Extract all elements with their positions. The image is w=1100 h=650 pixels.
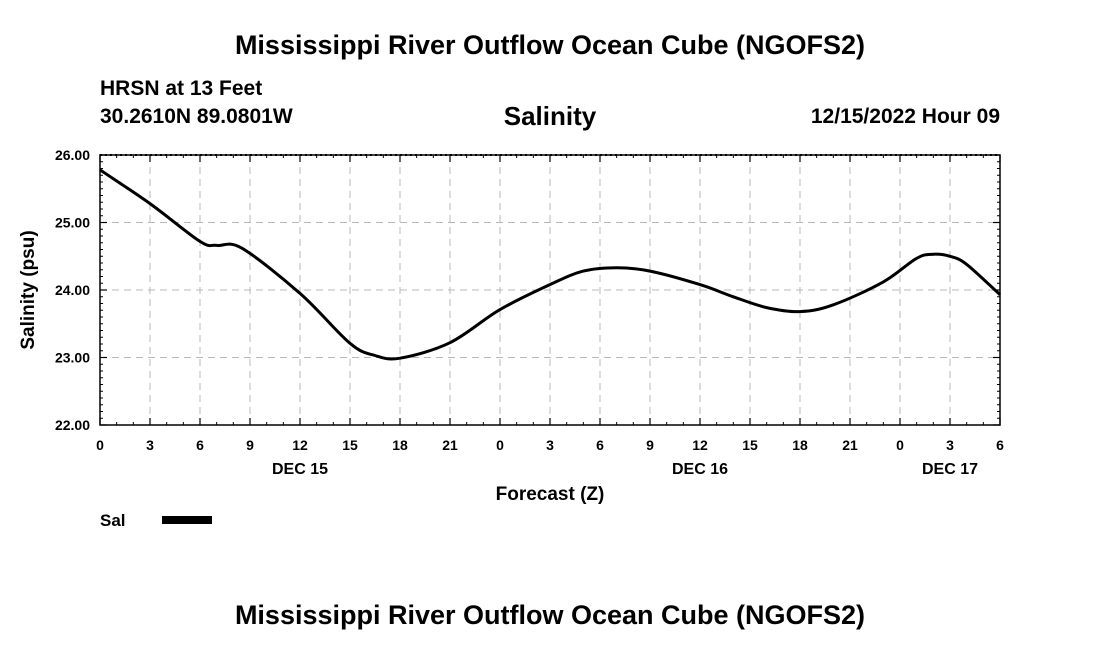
station-coordinates: 30.2610N 89.0801W xyxy=(100,105,293,128)
y-tick-label: 26.00 xyxy=(55,147,90,163)
x-tick-label: 3 xyxy=(146,437,154,453)
y-axis-label: Salinity (psu) xyxy=(18,230,39,349)
grid xyxy=(100,155,1000,425)
legend-swatch xyxy=(162,516,212,524)
day-label: DEC 16 xyxy=(672,461,728,478)
x-tick-label: 0 xyxy=(496,437,504,453)
x-tick-label: 9 xyxy=(646,437,654,453)
tick-labels: 0 3 6 9 12 15 18 21 0 3 6 9 12 15 18 21 0 3 6 22.00 23.00 24.… xyxy=(55,147,1004,478)
x-tick-label: 15 xyxy=(342,437,358,453)
forecast-datetime: 12/15/2022 Hour 09 xyxy=(810,105,1000,128)
y-tick-label: 25.00 xyxy=(55,215,90,231)
plot-frame xyxy=(99,154,1001,426)
x-tick-label: 0 xyxy=(896,437,904,453)
x-tick-label: 12 xyxy=(292,437,308,453)
x-tick-label: 6 xyxy=(196,437,204,453)
x-tick-label: 6 xyxy=(596,437,604,453)
variable-title: Salinity xyxy=(503,101,597,131)
x-tick-label: 0 xyxy=(96,437,104,453)
x-tick-label: 18 xyxy=(392,437,408,453)
day-label: DEC 15 xyxy=(272,461,328,478)
y-tick-label: 22.00 xyxy=(55,417,90,433)
y-tick-label: 24.00 xyxy=(55,282,90,298)
day-label: DEC 17 xyxy=(922,461,978,478)
x-tick-label: 12 xyxy=(692,437,708,453)
x-tick-label: 3 xyxy=(546,437,554,453)
station-label: HRSN at 13 Feet xyxy=(100,77,263,100)
x-tick-label: 21 xyxy=(442,437,458,453)
salinity-series-line xyxy=(99,168,1001,361)
chart-title: Mississippi River Outflow Ocean Cube (NG… xyxy=(234,30,866,60)
x-tick-label: 6 xyxy=(996,437,1004,453)
x-tick-label: 9 xyxy=(246,437,254,453)
footer-title: Mississippi River Outflow Ocean Cube (NG… xyxy=(234,600,866,630)
x-tick-label: 21 xyxy=(842,437,858,453)
x-tick-label: 15 xyxy=(742,437,758,453)
x-tick-label: 18 xyxy=(792,437,808,453)
legend-label: Sal xyxy=(100,511,126,530)
x-tick-label: 3 xyxy=(946,437,954,453)
x-axis-label: Forecast (Z) xyxy=(496,484,605,505)
y-tick-label: 23.00 xyxy=(55,350,90,366)
